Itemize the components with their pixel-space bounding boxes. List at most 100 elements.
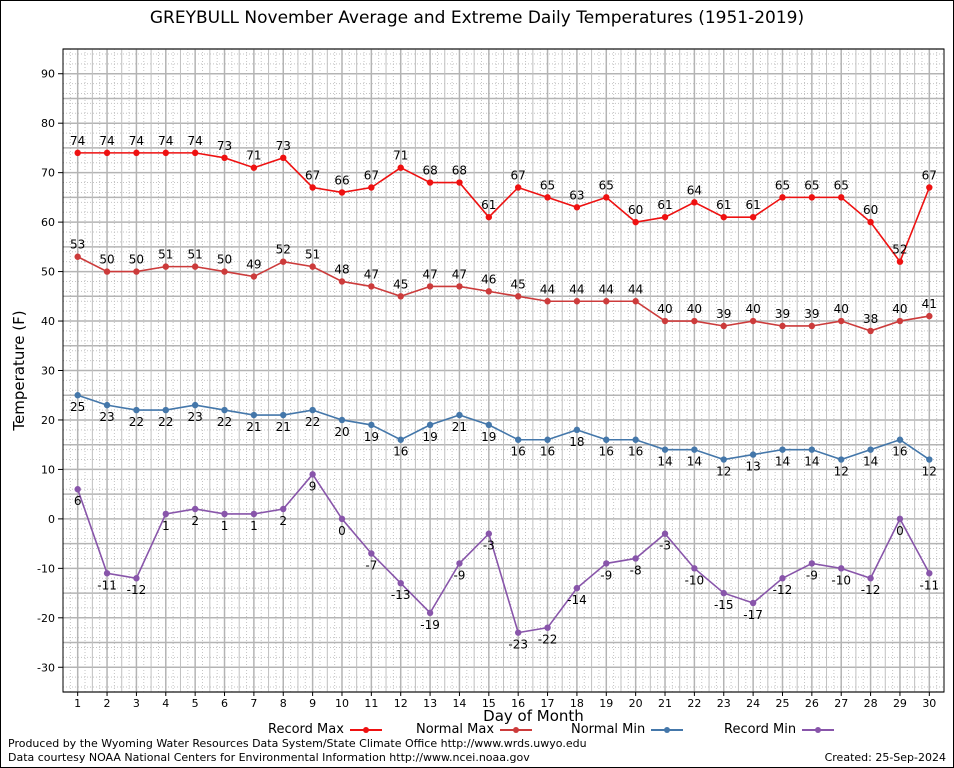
record-max-data-label: 74 xyxy=(99,134,114,148)
normal-max-data-label: 50 xyxy=(129,253,144,267)
legend-swatch-normal-max xyxy=(500,726,533,733)
legend-item-record-max: Record Max xyxy=(268,722,382,737)
record-min-data-label: -11 xyxy=(920,578,940,592)
record-min-data-label: -10 xyxy=(685,573,705,587)
record-min-point xyxy=(485,530,493,537)
record-min-point xyxy=(426,609,434,617)
record-min-data-label: 1 xyxy=(162,519,170,533)
normal-max-point xyxy=(544,298,551,305)
normal-max-data-label: 44 xyxy=(599,282,614,296)
normal-min-data-label: 16 xyxy=(393,445,408,459)
normal-max-data-label: 53 xyxy=(70,238,85,252)
legend-swatch-normal-min xyxy=(651,726,684,733)
normal-max-point xyxy=(838,317,845,325)
normal-min-point xyxy=(720,456,727,463)
normal-max-point xyxy=(280,258,287,265)
record-max-data-label: 71 xyxy=(393,149,408,163)
y-tick-label: 70 xyxy=(41,167,55,180)
y-tick-label: 80 xyxy=(41,117,55,130)
record-max-point xyxy=(514,184,522,191)
x-tick-label: 9 xyxy=(309,697,316,710)
normal-min-data-label: 14 xyxy=(804,455,819,469)
normal-min-point xyxy=(280,411,287,419)
x-tick-label: 6 xyxy=(221,697,228,710)
normal-max-point xyxy=(779,322,786,330)
record-max-point xyxy=(926,184,933,191)
record-max-point xyxy=(309,184,316,191)
normal-max-point xyxy=(74,253,81,260)
normal-min-data-label: 19 xyxy=(481,430,496,444)
normal-max-point xyxy=(896,317,904,325)
normal-max-data-label: 39 xyxy=(804,307,819,321)
record-max-point xyxy=(808,194,816,201)
normal-min-point xyxy=(103,401,111,409)
x-tick-label: 4 xyxy=(162,697,169,710)
record-max-data-label: 68 xyxy=(452,164,467,178)
y-tick-label: 30 xyxy=(41,365,55,378)
normal-min-point xyxy=(896,436,904,443)
record-min-point xyxy=(456,560,463,567)
normal-min-point xyxy=(838,456,845,463)
record-min-data-label: -12 xyxy=(127,583,147,597)
y-tick-label: 0 xyxy=(48,513,55,526)
y-axis-label: Temperature (F) xyxy=(10,310,28,431)
record-min-point xyxy=(368,550,375,557)
record-min-data-label: 1 xyxy=(221,519,229,533)
y-tick-label: 60 xyxy=(41,216,55,229)
normal-min-point xyxy=(661,446,669,453)
record-min-data-label: -22 xyxy=(538,633,558,647)
record-max-data-label: 74 xyxy=(188,134,203,148)
normal-min-point xyxy=(309,406,316,414)
record-max-data-label: 67 xyxy=(364,168,379,182)
normal-max-point xyxy=(926,312,933,320)
normal-max-data-label: 40 xyxy=(657,302,672,316)
record-max-data-label: 61 xyxy=(745,198,760,212)
record-min-point xyxy=(603,560,610,567)
record-max-data-label: 61 xyxy=(481,198,496,212)
record-min-data-label: 0 xyxy=(338,524,346,538)
normal-max-data-label: 39 xyxy=(716,307,731,321)
record-max-line xyxy=(77,152,931,264)
normal-min-data-label: 16 xyxy=(599,445,614,459)
record-min-point xyxy=(191,505,199,513)
normal-min-point xyxy=(603,436,610,443)
normal-min-data-label: 14 xyxy=(657,455,672,469)
record-min-data-label: -19 xyxy=(420,618,440,632)
record-max-data-label: 63 xyxy=(569,188,584,202)
normal-max-point xyxy=(808,322,816,330)
x-tick-label: 30 xyxy=(922,697,936,710)
record-max-data-label: 65 xyxy=(775,178,790,192)
x-tick-label: 23 xyxy=(717,697,731,710)
normal-max-data-label: 39 xyxy=(775,307,790,321)
created-date: Created: 25-Sep-2024 xyxy=(824,751,946,764)
record-max-data-label: 60 xyxy=(863,203,878,217)
record-max-point xyxy=(896,258,904,265)
record-min-data-label: 2 xyxy=(191,514,199,528)
normal-max-data-label: 45 xyxy=(393,277,408,291)
normal-min-data-label: 20 xyxy=(334,425,349,439)
normal-max-point xyxy=(368,283,375,290)
record-max-point xyxy=(191,149,199,157)
record-min-data-label: -9 xyxy=(806,568,818,582)
normal-min-data-label: 12 xyxy=(716,465,731,479)
normal-max-data-label: 48 xyxy=(334,262,349,276)
chart-title: GREYBULL November Average and Extreme Da… xyxy=(149,8,805,28)
normal-min-data-label: 13 xyxy=(745,460,760,474)
normal-min-point xyxy=(426,421,434,429)
normal-min-data-label: 19 xyxy=(364,430,379,444)
record-min-point xyxy=(632,555,639,562)
normal-min-data-label: 16 xyxy=(628,445,643,459)
record-min-point xyxy=(74,486,81,493)
normal-max-point xyxy=(749,317,757,325)
y-tick-label: -10 xyxy=(37,562,55,575)
chart-legend: Record Max Normal Max Normal Min Record Min xyxy=(0,722,954,740)
record-min-data-label: -12 xyxy=(773,583,793,597)
y-tick-label: -20 xyxy=(37,612,55,625)
normal-max-point xyxy=(338,278,346,285)
record-min-point xyxy=(573,584,581,592)
normal-min-point xyxy=(632,436,639,443)
legend-item-normal-min: Normal Min xyxy=(571,722,684,737)
normal-max-data-label: 44 xyxy=(540,282,555,296)
record-max-data-label: 60 xyxy=(628,203,643,217)
